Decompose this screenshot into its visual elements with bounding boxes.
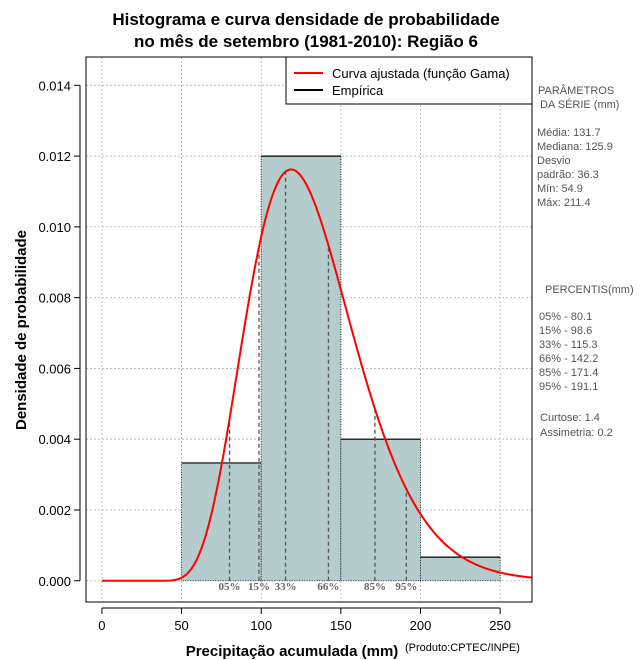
y-tick-label-5: 0.010 (38, 220, 71, 235)
percentile-labels: 05% 15% 33% 66% 85% 95% (219, 581, 418, 593)
stat-curtose: Curtose: 1.4 (540, 412, 600, 424)
percentis-title: PERCENTIS(mm) (545, 284, 634, 296)
y-axis: 0.000 0.002 0.004 0.006 0.008 0.010 0.012 0.014 (38, 78, 81, 589)
y-tick-label-1: 0.002 (38, 503, 71, 518)
chart-title-line-1: Histograma e curva densidade de probabil… (112, 10, 499, 29)
stat-mediana: Mediana: 125.9 (537, 141, 613, 153)
y-tick-label-4: 0.008 (38, 291, 71, 306)
y-tick-label-0: 0.000 (38, 574, 71, 589)
fitted-curve-line (101, 168, 533, 582)
stat-min: Mín: 54.9 (537, 183, 583, 195)
percentil-33: 33% - 115.3 (539, 339, 598, 351)
legend-box (285, 56, 533, 105)
params-title-1: PARÂMETROS (538, 84, 614, 97)
stat-assimetria: Assimetria: 0.2 (540, 427, 613, 439)
histogram-bar-1 (260, 155, 342, 582)
histogram-bar-0 (181, 462, 262, 582)
histogram-bar-3 (420, 556, 501, 582)
y-axis-label: Densidade de probabilidade (13, 230, 30, 430)
y-tick-label-2: 0.004 (38, 432, 71, 447)
x-tick-label-2: 100 (250, 618, 272, 633)
side-panel: PARÂMETROS DA SÉRIE (mm) Média: 131.7 Me… (537, 84, 634, 439)
percentil-66: 66% - 142.2 (539, 353, 598, 365)
y-tick-label-7: 0.014 (38, 78, 71, 93)
x-tick-label-4: 200 (410, 618, 432, 633)
params-title-2: DA SÉRIE (mm) (540, 98, 619, 111)
percentil-95: 95% - 191.1 (539, 381, 598, 393)
fitted-curve (101, 168, 533, 582)
percentil-05: 05% - 80.1 (539, 311, 592, 323)
percentile-label-33%: 33% (275, 581, 297, 593)
stat-desvio-1: Desvio (537, 155, 571, 167)
percentil-85: 85% - 171.4 (539, 367, 598, 379)
histogram-bar-2 (340, 438, 421, 582)
percentil-15: 15% - 98.6 (539, 325, 592, 337)
histogram-bars (181, 155, 501, 582)
x-tick-label-1: 50 (174, 618, 188, 633)
x-tick-label-0: 0 (98, 618, 105, 633)
legend-label-empirical: Empírica (332, 83, 384, 98)
chart-title-line-2: no mês de setembro (1981-2010): Região 6 (134, 32, 478, 51)
x-axis: 0 50 100 150 200 250 (98, 607, 511, 633)
legend-label-fitted: Curva ajustada (função Gama) (332, 66, 510, 81)
percentile-lines (228, 171, 407, 581)
percentile-label-66%: 66% (317, 581, 339, 593)
credit-text: (Produto:CPTEC/INPE) (405, 642, 520, 654)
percentile-label-85%: 85% (364, 581, 386, 593)
percentile-label-05%: 05% (219, 581, 241, 593)
x-axis-label: Precipitação acumulada (mm) (186, 643, 399, 660)
percentile-label-15%: 15% (248, 581, 270, 593)
percentile-label-95%: 95% (395, 581, 417, 593)
stat-max: Máx: 211.4 (537, 197, 591, 209)
legend: Curva ajustada (função Gama) Empírica (285, 56, 533, 105)
x-tick-label-3: 150 (330, 618, 352, 633)
stat-media: Média: 131.7 (537, 127, 601, 139)
x-tick-label-5: 250 (489, 618, 511, 633)
y-tick-label-6: 0.012 (38, 149, 71, 164)
stat-desvio-2: padrão: 36.3 (537, 169, 599, 181)
y-tick-label-3: 0.006 (38, 361, 71, 376)
